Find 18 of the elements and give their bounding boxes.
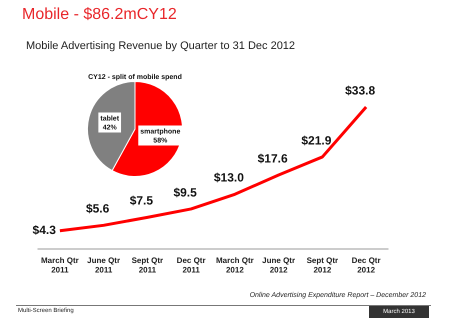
x-tick-label: March Qtr 2012 xyxy=(216,256,254,274)
data-label: $5.6 xyxy=(86,202,110,216)
data-label: $33.8 xyxy=(345,83,376,98)
data-label: $7.5 xyxy=(130,194,154,208)
data-label: $9.5 xyxy=(173,185,198,200)
x-tick-label: June Qtr 2012 xyxy=(262,256,296,274)
x-tick-label: Dec Qtr 2012 xyxy=(352,256,381,274)
x-tick-label: Sept Qtr 2012 xyxy=(306,256,338,274)
x-tick-label: June Qtr 2011 xyxy=(87,256,120,274)
x-tick-label: Sept Qtr 2011 xyxy=(132,256,164,274)
data-label: $4.3 xyxy=(32,223,56,238)
chart-subtitle: Mobile Advertising Revenue by Quarter to 31 Dec 2012 xyxy=(26,40,296,52)
data-label: $21.9 xyxy=(301,133,332,148)
data-label: $13.0 xyxy=(214,170,244,185)
data-label: $17.6 xyxy=(258,151,288,166)
chart-title: Mobile - $86.2mCY12 xyxy=(22,6,177,24)
x-tick-label: March Qtr 2011 xyxy=(40,256,79,274)
x-tick-label: Dec Qtr 2011 xyxy=(176,256,206,274)
